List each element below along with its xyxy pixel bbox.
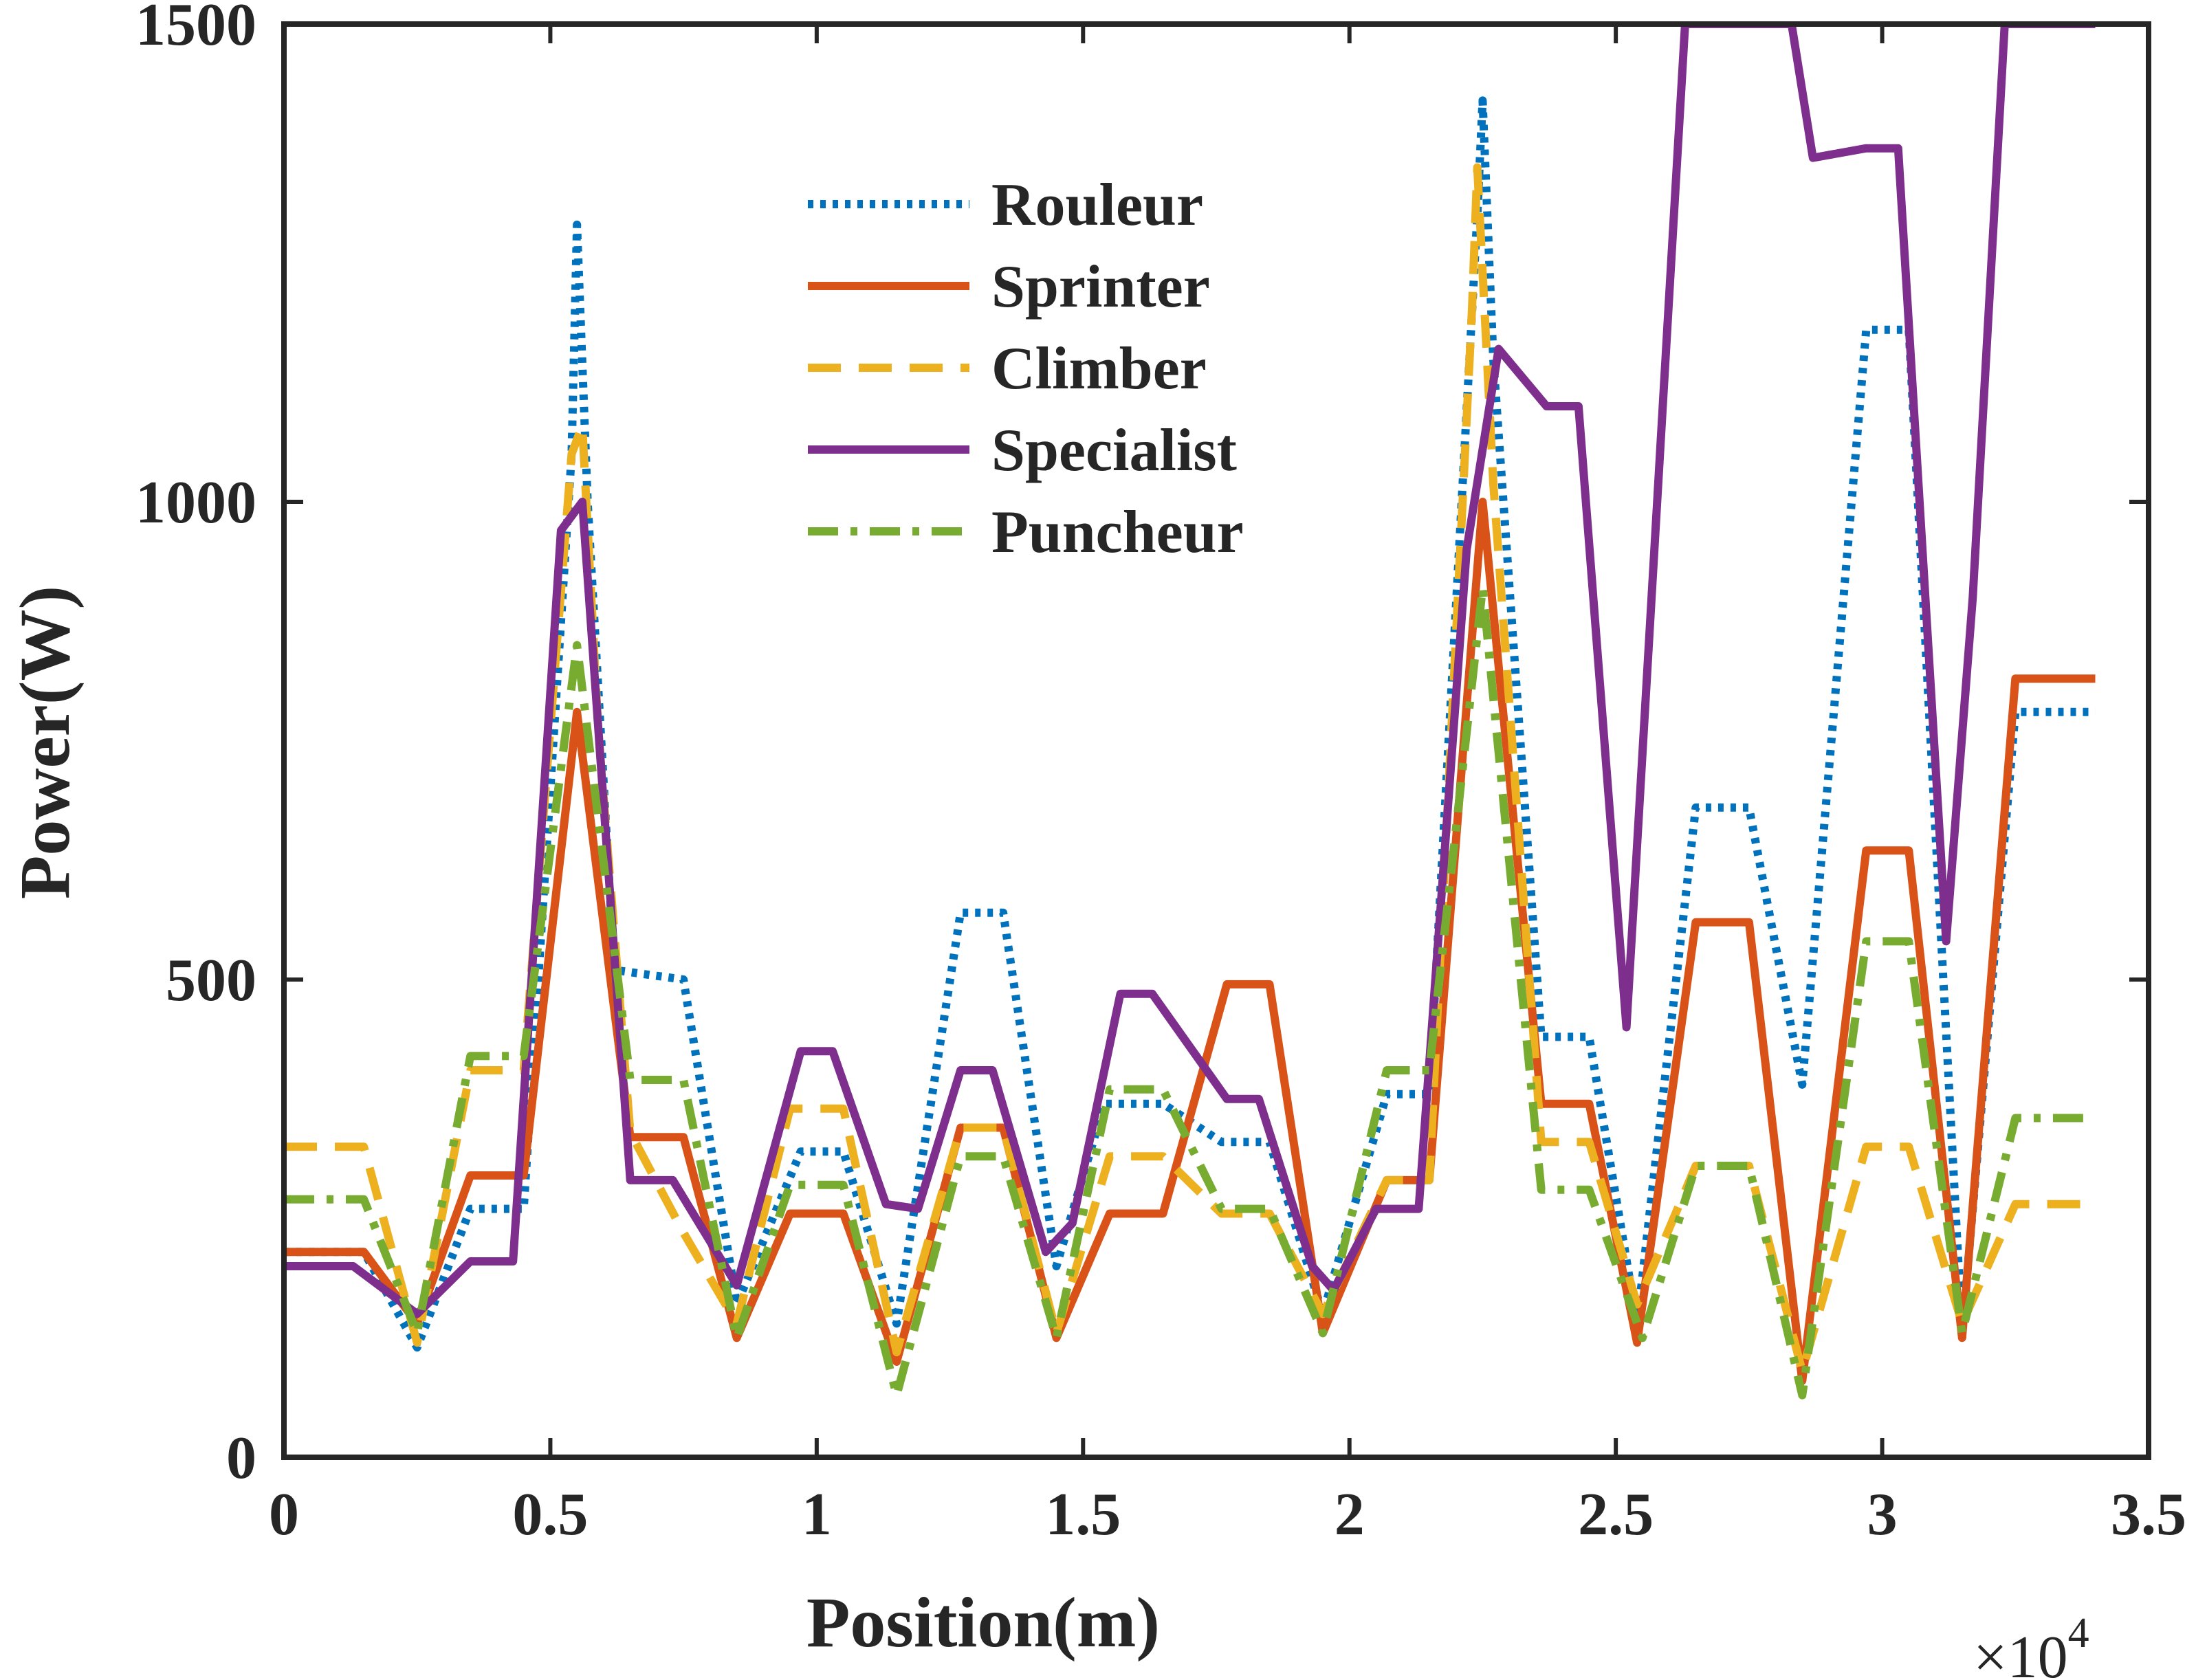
x-tick-label: 3 [1867,1481,1898,1548]
series-line-puncheur [284,584,2096,1400]
axis-ticks [282,22,2151,1459]
y-tick-label: 0 [226,1425,256,1492]
x-multiplier: ×104 [1973,1610,2089,1680]
series-line-specialist [284,24,2096,1318]
series-line-sprinter [284,498,2096,1385]
legend-label-puncheur: Puncheur [991,499,1244,566]
legend-label-sprinter: Sprinter [991,254,1210,320]
x-tick-label: 0.5 [512,1481,588,1548]
x-tick-label: 1.5 [1045,1481,1121,1548]
legend-label-specialist: Specialist [991,417,1237,484]
x-tick-label: 0 [269,1481,299,1548]
x-axis-title: Position(m) [806,1583,1160,1662]
legend: Rouleur Sprinter Climber Specialist Puncheur [808,172,1244,566]
y-tick-label: 1000 [135,469,256,536]
x-tick-label: 3.5 [2111,1481,2186,1548]
y-tick-label: 1500 [135,0,256,58]
x-tick-label: 1 [802,1481,832,1548]
legend-label-rouleur: Rouleur [991,172,1203,239]
x-tick-label: 2 [1335,1481,1365,1548]
x-multiplier-base: ×10 [1973,1624,2068,1680]
plot-lines [284,24,2096,1400]
axes-box [281,21,2151,1460]
y-axis-title: Power(W) [6,586,85,899]
y-tick-label: 500 [166,947,256,1014]
x-multiplier-exponent: 4 [2068,1610,2089,1657]
axis-tick-labels: 0 0.5 1 1.5 2 2.5 3 3.5 0 500 1000 1500 [135,0,2186,1548]
x-tick-label: 2.5 [1578,1481,1654,1548]
legend-label-climber: Climber [991,335,1207,402]
